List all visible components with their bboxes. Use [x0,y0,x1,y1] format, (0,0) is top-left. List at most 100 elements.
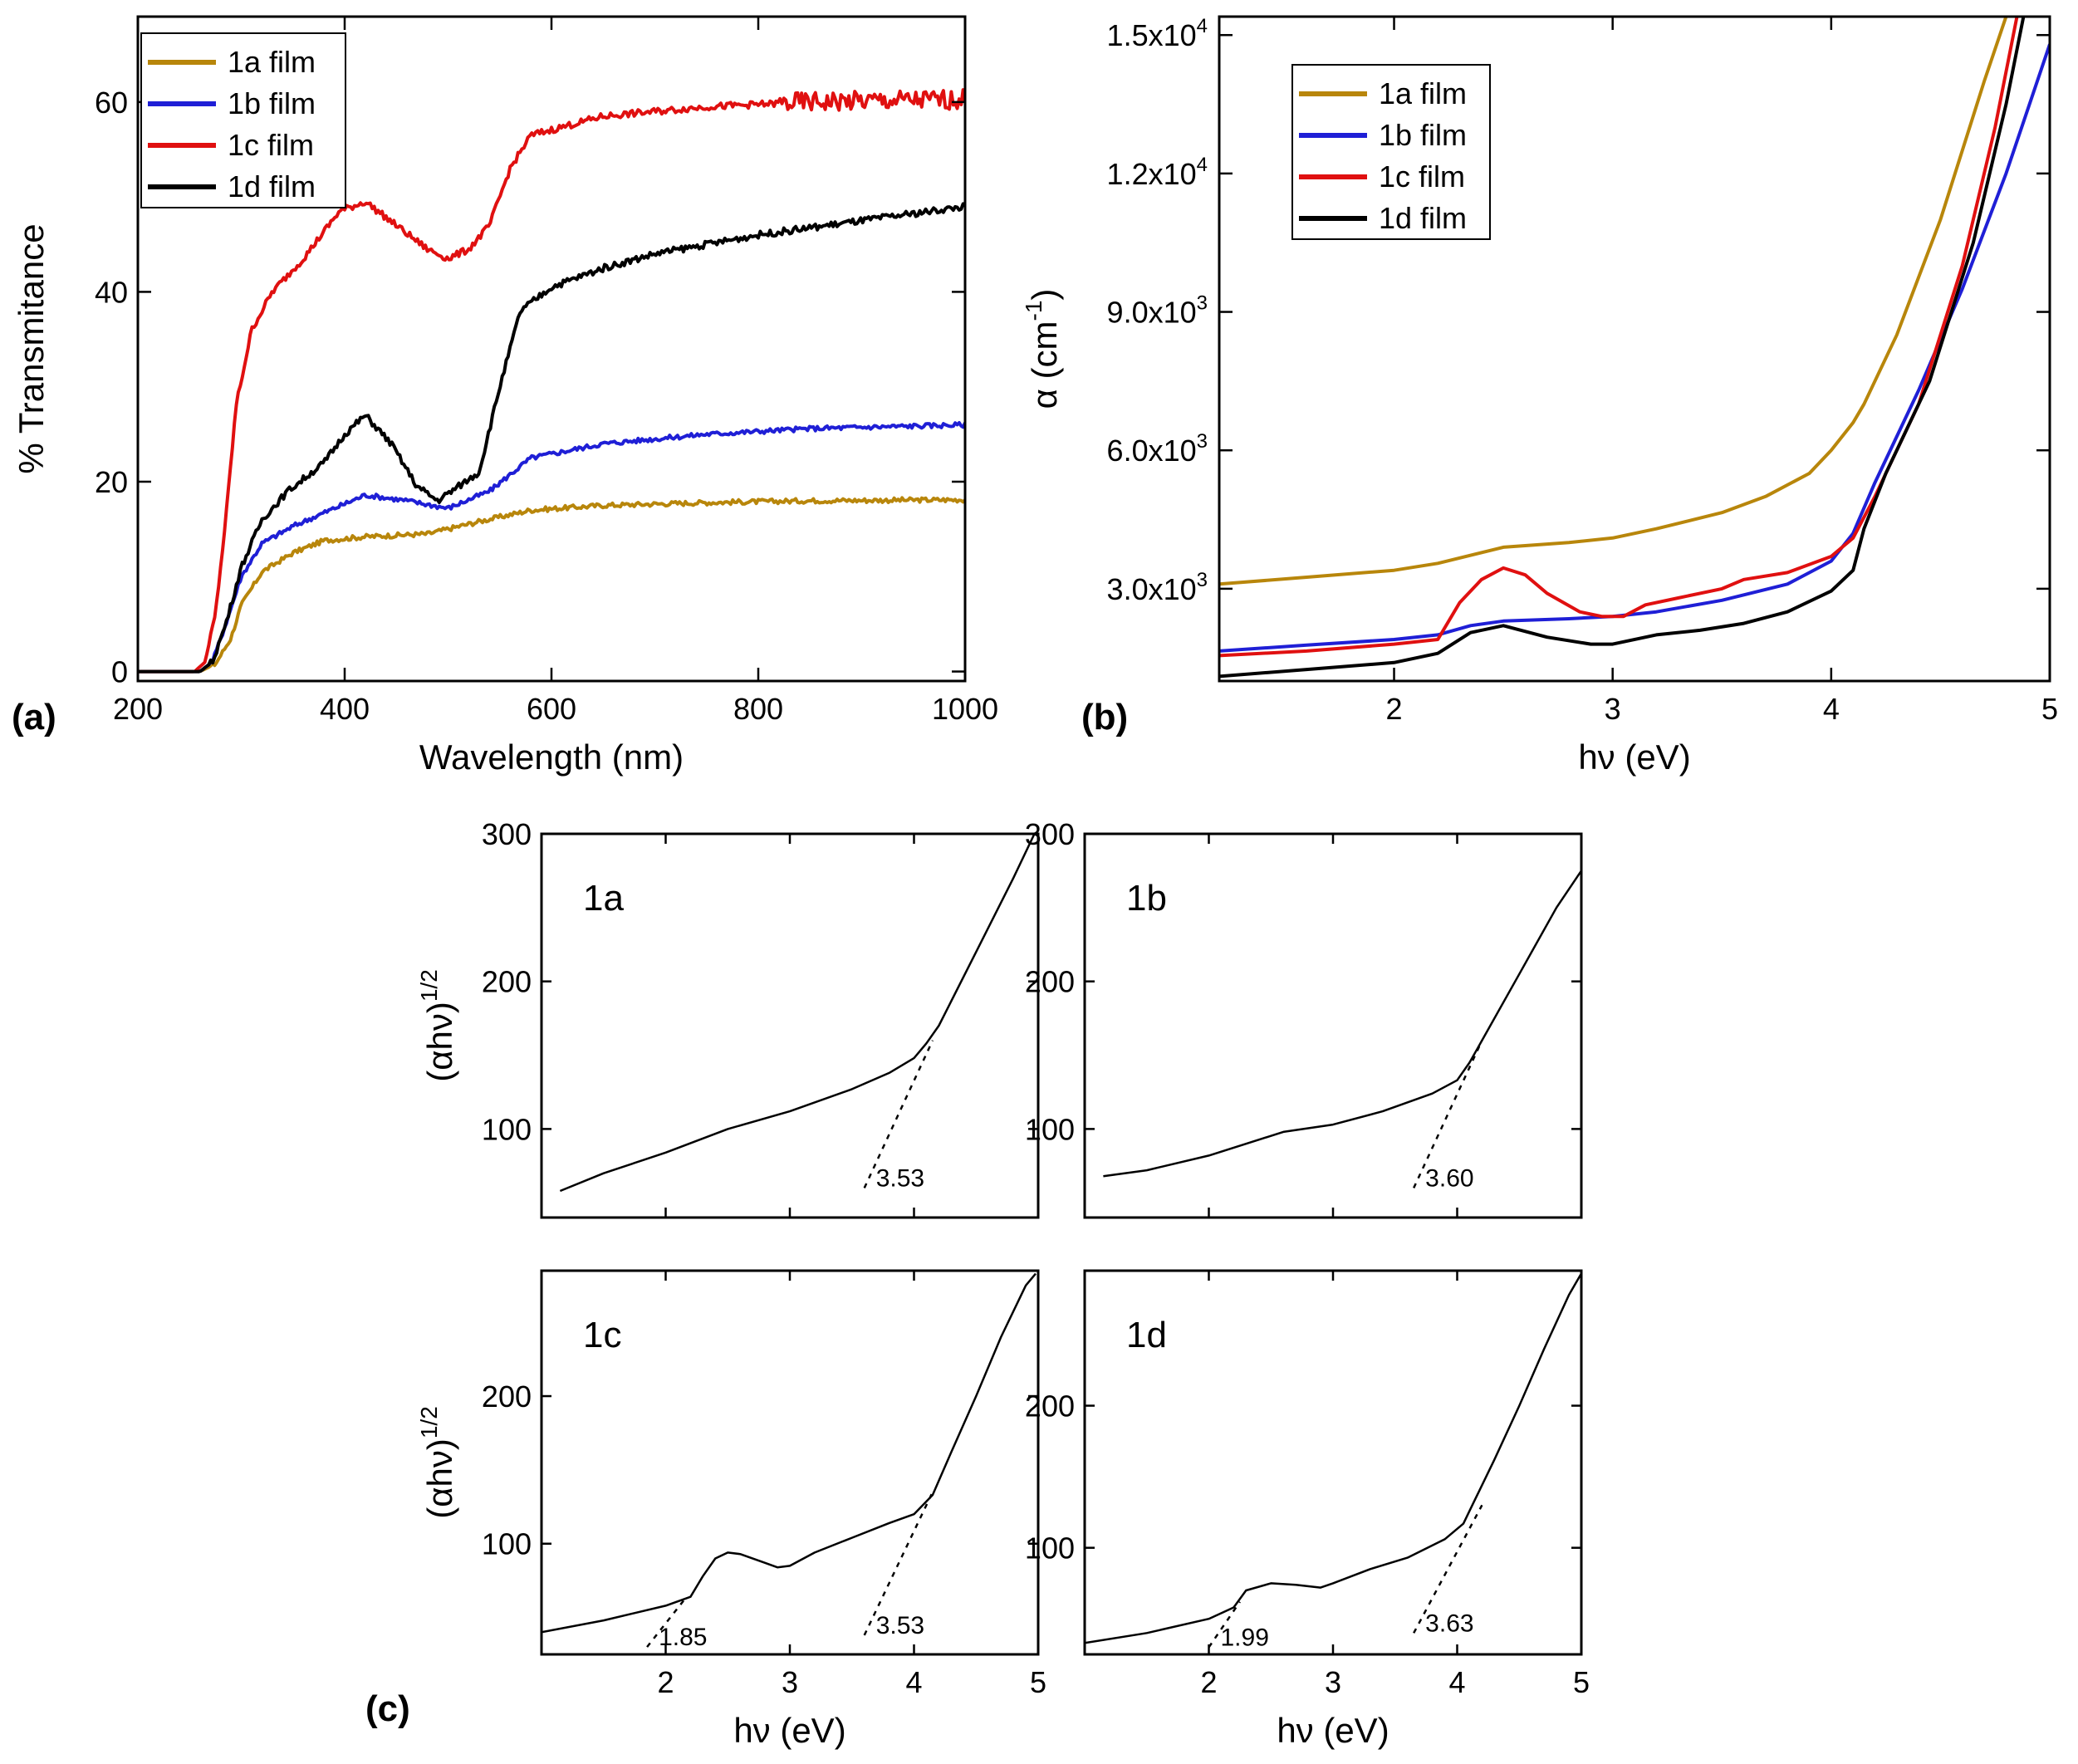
y-tick-label: 200 [1025,1389,1075,1423]
y-tick-exponent: 3 [1197,430,1208,453]
bandgap-extrapolation-line [1413,1504,1483,1634]
series-group [138,88,965,674]
series-line-1b-film [1219,43,2050,653]
y-tick-label: 9.0x103 [1107,292,1208,330]
plot-frame [1218,15,2051,683]
legend-entry: 1b film [228,86,316,120]
y-axis-label: α (cm-1) [1021,289,1064,409]
series-line-1a [559,834,1036,1193]
x-tick-label: 3 [782,1665,798,1699]
y-tick-exponent: 3 [1197,292,1208,315]
x-tick-label: 600 [527,692,576,726]
x-tick-label: 2 [657,1665,674,1699]
series-line-1c-film [138,88,965,674]
series-group [542,1272,1037,1648]
y-tick-label: 40 [95,275,128,309]
y-axis-label-text: (αhν) [420,1438,459,1519]
y-tick-label: 60 [95,86,128,120]
panel-label-c: (c) [365,1688,410,1729]
x-tick-label: 200 [113,692,163,726]
y-tick-label: 300 [1025,817,1075,851]
y-tick-label: 100 [1025,1531,1075,1566]
legend-entry: 1c film [1379,159,1465,194]
y-tick-mantissa: 1.5x10 [1107,18,1197,52]
subplot-label: 1c [583,1315,621,1355]
x-tick-label: 3 [1605,692,1621,726]
y-axis-label-sup: 1/2 [416,1406,442,1438]
y-axis-label-tail: ) [1025,289,1064,301]
bandgap-extrapolation-line [1208,1600,1241,1649]
x-tick-label: 1000 [932,692,998,726]
series-group [559,834,1036,1193]
series-line-1d-film [1219,17,2026,679]
x-axis-label: Wavelength (nm) [419,737,684,777]
panel-label-b: (b) [1081,697,1128,737]
series-group [1103,870,1581,1188]
x-axis-label: hν (eV) [1277,1711,1389,1750]
legend-entry: 1b film [1379,118,1467,152]
y-tick-exponent: 4 [1197,154,1208,176]
legend-entry: 1a film [1379,76,1467,110]
series-group [1085,1272,1581,1649]
chart-tauc-1a: 3.53 100 200 300 (αhν)1/2 1a [416,817,1040,1219]
x-axis-label: hν (eV) [733,1711,845,1750]
y-axis-label: (αhν)1/2 [416,969,459,1082]
series-group [1219,17,2050,679]
series-line-1d-film [138,202,965,674]
bandgap-value-label: 1.99 [1221,1624,1269,1651]
series-line-1b-film [138,421,965,674]
series-line-1a-film [1219,17,2008,586]
legend-entry: 1a film [228,45,316,79]
y-axis-label-text: (αhν) [420,1002,459,1082]
panel-label-a: (a) [12,697,56,737]
y-tick-mantissa: 1.2x10 [1107,157,1197,191]
y-tick-mantissa: 3.0x10 [1107,572,1197,606]
subplot-label: 1d [1126,1315,1167,1355]
x-tick-label: 400 [320,692,370,726]
y-tick-label: 6.0x103 [1107,430,1208,468]
bandgap-value-label: 3.53 [876,1612,924,1639]
x-tick-label: 800 [733,692,783,726]
y-tick-label: 100 [482,1527,532,1561]
series-line-1b [1103,870,1581,1178]
y-axis-label-text: α (cm [1025,321,1064,409]
series-line-1d [1085,1272,1581,1644]
legend-entry: 1c film [228,128,314,162]
chart-absorption: 2 3 4 53.0x1036.0x1039.0x1031.2x1041.5x104h… [1021,15,2058,777]
y-tick-mantissa: 9.0x10 [1107,296,1197,330]
chart-tauc-1b: 3.60 100 200 300 1b [1025,817,1583,1219]
y-tick-label: 200 [482,965,532,999]
y-tick-label: 0 [111,655,128,689]
x-tick-label: 2 [1386,692,1403,726]
x-tick-label: 4 [1448,1665,1465,1699]
y-tick-exponent: 3 [1197,569,1208,591]
subplot-label: 1b [1126,878,1167,919]
legend-entry: 1d film [1379,201,1467,235]
y-tick-mantissa: 6.0x10 [1107,434,1197,468]
y-tick-label: 100 [482,1112,532,1146]
y-axis-label-sup: -1 [1021,301,1046,321]
y-tick-label: 3.0x103 [1107,569,1208,606]
x-axis-label: hν (eV) [1578,737,1690,777]
x-tick-label: 5 [1573,1665,1590,1699]
x-tick-label: 3 [1325,1665,1341,1699]
y-tick-label: 300 [482,817,532,851]
bandgap-value-label: 3.53 [876,1164,924,1192]
chart-tauc-1d: 1.99 3.63 2 3 4 5 100 200 hν (eV) 1d [1025,1269,1590,1750]
bandgap-extrapolation-line [863,1492,934,1636]
series-line-1a-film [138,496,965,674]
legend-entry: 1d film [228,169,316,203]
subplot-label: 1a [583,878,624,919]
y-axis-label: (αhν)1/2 [416,1406,459,1519]
y-tick-label: 200 [482,1379,532,1414]
series-line-1c [542,1272,1037,1634]
y-tick-exponent: 4 [1197,15,1208,37]
x-tick-label: 4 [1823,692,1840,726]
bandgap-value-label: 3.63 [1425,1610,1473,1637]
bandgap-value-label: 1.85 [659,1624,707,1651]
x-tick-label: 5 [1030,1665,1046,1699]
x-tick-label: 5 [2041,692,2058,726]
y-tick-label: 100 [1025,1112,1075,1146]
x-tick-label: 2 [1200,1665,1217,1699]
